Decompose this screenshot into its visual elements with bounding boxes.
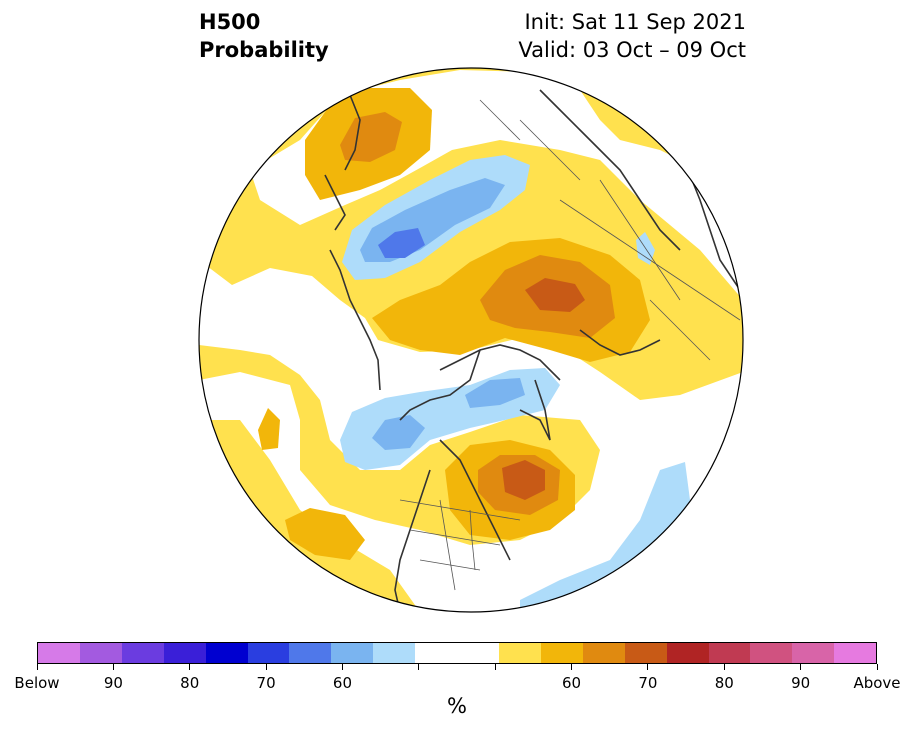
below65-arctic [465, 378, 525, 408]
colorbar-tick [800, 664, 802, 670]
colorbar-swatch [38, 643, 80, 663]
colorbar-swatch [792, 643, 835, 663]
colorbar-tick [876, 664, 878, 670]
colorbar-unit: % [447, 694, 467, 718]
colorbar-swatch [331, 643, 374, 663]
colorbar-tick-label: 90 [103, 674, 123, 692]
colorbar-swatch [708, 643, 751, 663]
colorbar-tick [723, 664, 725, 670]
colorbar-swatch [540, 643, 583, 663]
colorbar-tick [418, 664, 420, 670]
borders [399, 99, 741, 591]
above65-west-pacific-south [285, 508, 365, 560]
map-title: H500 Probability [199, 8, 329, 64]
globe-outline [198, 67, 744, 613]
colorbar-tick-label: 80 [714, 674, 734, 692]
colorbar-swatch [834, 643, 877, 663]
colorbar-tick [189, 664, 191, 670]
below65-alaska [372, 415, 425, 450]
colorbar-tick-label: Below [14, 674, 60, 692]
valid-range: Valid: 03 Oct – 09 Oct [518, 38, 746, 62]
colorbar-swatch [750, 643, 793, 663]
colorbar-swatch [624, 643, 667, 663]
colorbar-swatch [415, 643, 458, 663]
colorbar-swatch [373, 643, 416, 663]
colorbar-tick-label: 60 [332, 674, 352, 692]
colorbar-tick-label: Above [853, 674, 901, 692]
title-product: Probability [199, 38, 329, 62]
colorbar-tick [112, 664, 114, 670]
colorbar-tick [571, 664, 573, 670]
colorbar-tick-label: 70 [256, 674, 276, 692]
colorbar-swatch [205, 643, 248, 663]
colorbar-tick [647, 664, 649, 670]
map-dates: Init: Sat 11 Sep 2021 Valid: 03 Oct – 09… [518, 8, 746, 64]
below70-siberia [378, 228, 425, 258]
map-content [199, 68, 743, 612]
colorbar-swatch [498, 643, 541, 663]
above65-aleutian [258, 408, 280, 450]
above75-quebec [502, 460, 545, 500]
colorbar-swatch [121, 643, 164, 663]
colorbar-tick-label: 90 [791, 674, 811, 692]
colorbar-swatch [79, 643, 122, 663]
colorbar-swatch [247, 643, 290, 663]
init-date: Init: Sat 11 Sep 2021 [524, 10, 746, 34]
title-variable: H500 [199, 10, 261, 34]
above75-europe [525, 278, 585, 312]
colorbar-tick [341, 664, 343, 670]
colorbar-swatch [289, 643, 332, 663]
colorbar-swatch [666, 643, 709, 663]
colorbar-tick-label: 80 [180, 674, 200, 692]
colorbar [37, 642, 877, 664]
colorbar-tick [494, 664, 496, 670]
colorbar-swatch [457, 643, 499, 663]
colorbar-tick [265, 664, 267, 670]
colorbar-swatch [163, 643, 206, 663]
colorbar-tick-label: 60 [561, 674, 582, 692]
colorbar-tick [36, 664, 38, 670]
colorbar-swatch [582, 643, 625, 663]
coastlines [324, 89, 741, 612]
colorbar-tick-label: 70 [638, 674, 658, 692]
